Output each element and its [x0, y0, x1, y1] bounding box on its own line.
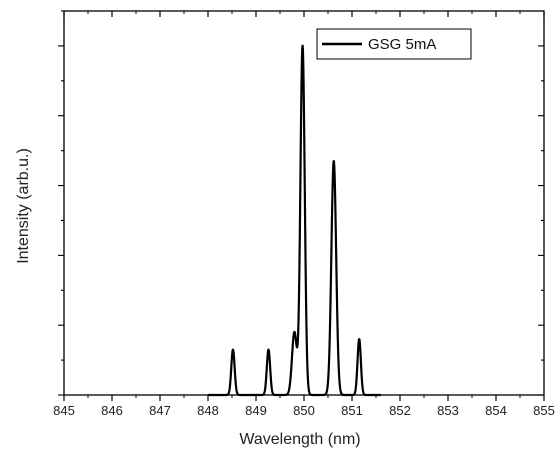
legend-label: GSG 5mA: [368, 36, 436, 53]
series-line-gsg-5ma: [207, 44, 382, 397]
x-axis-label: Wavelength (nm): [239, 431, 360, 448]
x-tick-label: 851: [341, 403, 363, 418]
y-axis-label: Intensity (arb.u.): [15, 148, 32, 264]
x-axis-tick-labels: 845 846 847 848 849 850 851 852 853 854 855: [53, 403, 555, 418]
x-tick-label: 852: [389, 403, 411, 418]
x-tick-label: 847: [149, 403, 171, 418]
y-axis-ticks: [58, 10, 544, 396]
x-tick-label: 854: [485, 403, 507, 418]
x-tick-label: 848: [197, 403, 219, 418]
x-tick-label: 846: [101, 403, 123, 418]
x-tick-label: 850: [293, 403, 315, 418]
x-tick-label: 855: [533, 403, 555, 418]
legend: GSG 5mA: [316, 28, 472, 60]
x-tick-label: 849: [245, 403, 267, 418]
x-tick-label: 845: [53, 403, 75, 418]
x-tick-label: 853: [437, 403, 459, 418]
